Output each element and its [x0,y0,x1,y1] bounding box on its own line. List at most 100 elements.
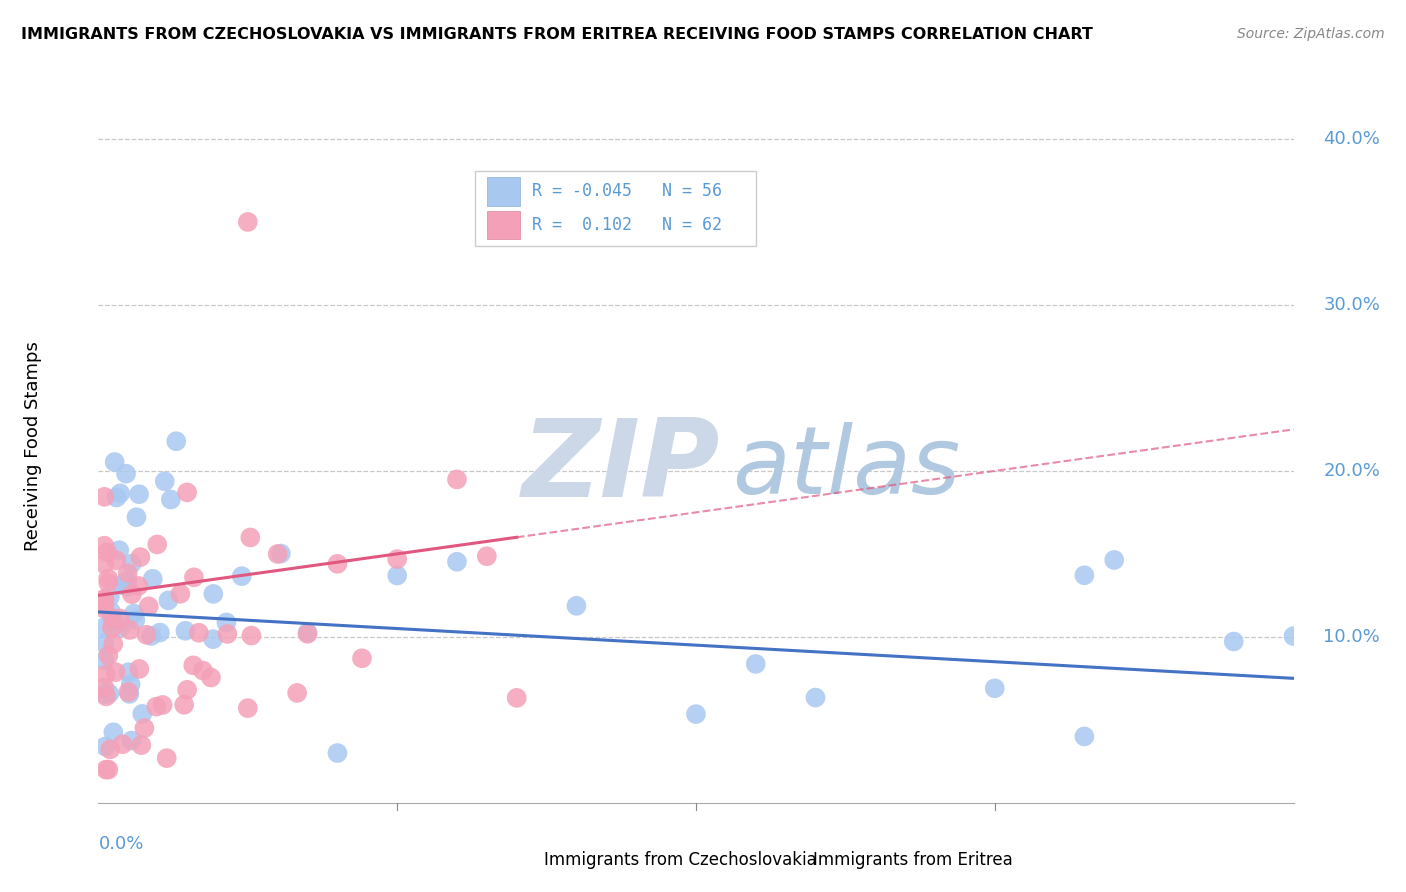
Point [240,629,263,643]
Point [236,215,259,229]
Point [121,733,143,747]
Point [565,599,588,613]
Point [745,657,768,671]
Text: IMMIGRANTS FROM CZECHOSLOVAKIA VS IMMIGRANTS FROM ERITREA RECEIVING FOOD STAMPS : IMMIGRANTS FROM CZECHOSLOVAKIA VS IMMIGR… [21,27,1092,42]
Point [174,624,197,638]
Text: 40.0%: 40.0% [1323,130,1381,148]
FancyBboxPatch shape [486,211,520,239]
Point [446,555,468,569]
Point [217,627,239,641]
Point [138,599,160,614]
Point [475,549,498,564]
Point [93,620,115,634]
Point [231,569,253,583]
Text: 30.0%: 30.0% [1323,296,1381,314]
Point [115,467,138,481]
Point [153,475,176,489]
Point [202,632,225,647]
Text: 0.0%: 0.0% [98,835,143,853]
Point [804,690,827,705]
Text: Immigrants from Czechoslovakia: Immigrants from Czechoslovakia [544,851,817,869]
Point [202,587,225,601]
Point [506,690,529,705]
Point [93,591,115,606]
Point [146,537,169,551]
Text: Receiving Food Stamps: Receiving Food Stamps [24,341,42,551]
Point [215,615,238,630]
Point [156,751,179,765]
Point [142,572,165,586]
Point [149,625,172,640]
Point [118,623,141,637]
Point [181,658,204,673]
Point [118,687,141,701]
Point [159,492,181,507]
Point [239,531,262,545]
Point [236,701,259,715]
Point [100,605,122,619]
Point [173,698,195,712]
Point [108,611,131,625]
Point [103,637,125,651]
Point [134,721,156,735]
Point [98,742,121,756]
Text: 10.0%: 10.0% [1323,628,1381,646]
Point [105,491,128,505]
Point [125,510,148,524]
Point [1282,629,1305,643]
Point [165,434,187,449]
Point [135,628,157,642]
Text: R = -0.045   N = 56: R = -0.045 N = 56 [533,182,723,200]
Point [93,539,115,553]
Point [169,587,191,601]
Point [101,621,124,635]
Point [183,570,205,584]
Point [121,587,143,601]
Point [96,545,118,559]
Point [128,487,150,501]
Text: 20.0%: 20.0% [1323,462,1381,480]
Point [121,557,143,571]
Point [120,677,142,691]
Point [187,625,209,640]
Point [98,590,121,604]
Point [110,621,132,635]
Point [93,653,115,667]
Point [127,579,149,593]
Point [157,593,180,607]
Point [97,648,120,663]
Point [176,682,198,697]
Point [141,629,163,643]
Point [117,665,139,680]
Point [93,681,115,695]
Point [191,664,214,678]
Point [93,598,115,612]
Point [385,568,409,582]
Text: atlas: atlas [733,422,960,513]
Text: R =  0.102   N = 62: R = 0.102 N = 62 [533,216,723,234]
Point [297,625,319,640]
Text: ZIP: ZIP [522,415,720,520]
Point [104,665,127,679]
Point [117,685,139,699]
Point [145,699,167,714]
Point [350,651,373,665]
Point [1073,568,1095,582]
Point [101,611,124,625]
Text: Immigrants from Eritrea: Immigrants from Eritrea [813,851,1012,869]
Point [446,472,468,486]
Point [110,578,132,592]
Point [117,566,139,580]
Point [93,601,115,615]
FancyBboxPatch shape [510,849,537,871]
Point [128,662,150,676]
Point [93,687,115,701]
Point [108,486,131,500]
Point [93,557,115,571]
Point [94,763,117,777]
FancyBboxPatch shape [475,171,756,246]
Point [94,667,117,681]
Point [267,547,290,561]
Point [115,580,138,594]
Point [131,706,153,721]
